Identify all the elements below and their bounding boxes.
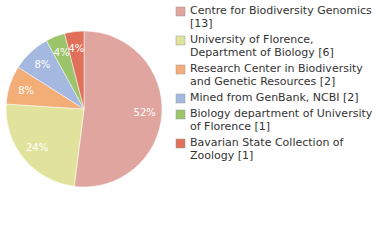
legend-swatch (176, 110, 185, 119)
legend-label: University of Florence,Department of Bio… (190, 33, 334, 59)
data-label: 8% (18, 85, 34, 96)
data-label: 24% (26, 142, 48, 153)
legend-item: Research Center in Biodiversityand Genet… (176, 62, 363, 88)
legend-label: Bavarian State Collection ofZoology [1] (190, 136, 345, 162)
legend-swatch (176, 94, 185, 103)
legend-item: Mined from GenBank, NCBI [2] (176, 91, 359, 104)
legend-swatch (176, 36, 185, 45)
pie-slice (74, 31, 162, 187)
legend-item: Bavarian State Collection ofZoology [1] (176, 136, 345, 162)
data-label: 8% (34, 59, 50, 70)
legend: Centre for Biodiversity Genomics[13] Univ… (176, 4, 373, 162)
legend-label: Centre for Biodiversity Genomics[13] (190, 4, 372, 30)
legend-label: Biology department of Universityof Flore… (190, 107, 373, 133)
data-label: 4% (54, 47, 70, 58)
data-label: 4% (68, 43, 84, 54)
pie-slice (6, 104, 84, 186)
legend-swatch (176, 65, 185, 74)
legend-label: Mined from GenBank, NCBI [2] (190, 91, 359, 104)
legend-swatch (176, 7, 185, 16)
chart: 52% 24% 8% 8% 4%4% Centre for Biodiversity Ge… (0, 0, 380, 240)
pie (6, 31, 162, 187)
data-label: 52% (134, 107, 156, 118)
legend-item: Biology department of Universityof Flore… (176, 107, 373, 133)
legend-item: Centre for Biodiversity Genomics[13] (176, 4, 372, 30)
legend-label: Research Center in Biodiversityand Genet… (190, 62, 363, 88)
legend-item: University of Florence,Department of Bio… (176, 33, 334, 59)
data-labels: 52% 24% 8% 8% 4%4% (18, 43, 156, 153)
pie-slice (65, 31, 84, 109)
legend-swatch (176, 139, 185, 148)
